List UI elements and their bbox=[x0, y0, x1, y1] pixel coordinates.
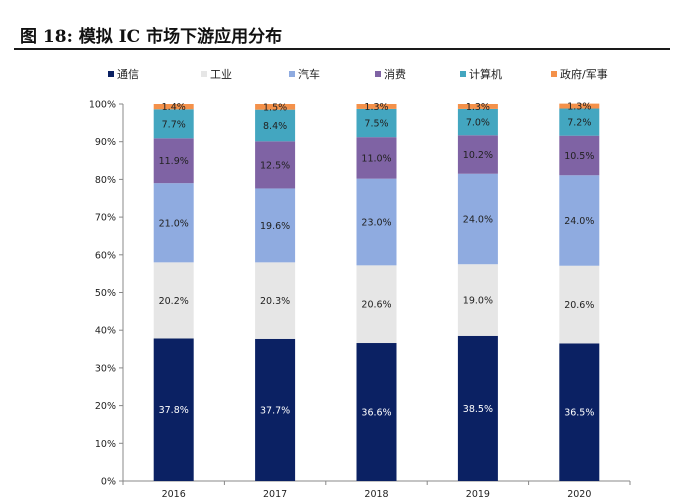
y-tick-label: 60% bbox=[95, 250, 116, 261]
bar-segment bbox=[255, 188, 296, 263]
legend-item: 计算机 bbox=[460, 66, 502, 82]
bar-segment bbox=[559, 175, 600, 266]
data-label: 36.5% bbox=[564, 408, 594, 419]
bar-segment bbox=[356, 178, 397, 266]
y-tick-label: 30% bbox=[95, 363, 116, 374]
bar-segment bbox=[153, 262, 194, 339]
figure-header: 图 18: 模拟 IC 市场下游应用分布 bbox=[14, 18, 670, 50]
bar-segment bbox=[457, 335, 498, 481]
bar-segment bbox=[559, 108, 600, 136]
y-tick-label: 10% bbox=[95, 439, 116, 450]
x-tick-label: 2018 bbox=[364, 489, 388, 500]
y-tick-label: 100% bbox=[89, 100, 116, 111]
bar-segment bbox=[559, 265, 600, 344]
data-label: 1.5% bbox=[263, 102, 287, 113]
bar-segment bbox=[559, 343, 600, 481]
data-label: 1.3% bbox=[567, 102, 591, 113]
legend-swatch bbox=[460, 71, 466, 77]
data-label: 1.4% bbox=[162, 102, 186, 113]
legend-label: 计算机 bbox=[469, 68, 502, 81]
y-tick-label: 0% bbox=[101, 477, 116, 488]
bar-segment bbox=[153, 109, 194, 139]
data-label: 20.3% bbox=[260, 296, 290, 307]
bar-segment bbox=[457, 173, 498, 265]
data-label: 21.0% bbox=[159, 218, 189, 229]
data-label: 7.0% bbox=[466, 118, 490, 129]
y-tick-label: 70% bbox=[95, 213, 116, 224]
bar-segment bbox=[255, 262, 296, 339]
bar-segment bbox=[153, 338, 194, 481]
bar-segment bbox=[356, 108, 397, 138]
x-tick-label: 2017 bbox=[263, 489, 287, 500]
bar-segment bbox=[255, 104, 296, 110]
legend-swatch bbox=[375, 71, 381, 77]
legend-item: 汽车 bbox=[289, 66, 320, 82]
bar-segment bbox=[153, 104, 194, 110]
bar-segment bbox=[255, 338, 296, 481]
bar-segment bbox=[559, 103, 600, 109]
data-label: 37.8% bbox=[159, 405, 189, 416]
x-tick-label: 2016 bbox=[162, 489, 186, 500]
data-label: 8.4% bbox=[263, 121, 287, 132]
data-label: 10.5% bbox=[564, 151, 594, 162]
data-label: 19.0% bbox=[463, 296, 493, 307]
data-label: 20.2% bbox=[159, 296, 189, 307]
bar-segment bbox=[457, 104, 498, 109]
data-label: 37.7% bbox=[260, 405, 290, 416]
data-label: 24.0% bbox=[463, 214, 493, 225]
chart-legend: 通信 工业 汽车 消费 计算机 政府/军事 bbox=[0, 66, 686, 84]
bar-segment bbox=[356, 104, 397, 109]
data-label: 10.2% bbox=[463, 150, 493, 161]
x-tick-label: 2020 bbox=[567, 489, 591, 500]
bar-segment bbox=[255, 109, 296, 142]
data-label: 1.3% bbox=[364, 102, 388, 113]
legend-item: 消费 bbox=[375, 66, 406, 82]
legend-item: 工业 bbox=[201, 66, 232, 82]
y-tick-label: 40% bbox=[95, 326, 116, 337]
legend-item: 通信 bbox=[108, 66, 139, 82]
y-tick-label: 80% bbox=[95, 175, 116, 186]
legend-item: 政府/军事 bbox=[551, 66, 608, 82]
data-label: 23.0% bbox=[361, 218, 391, 229]
legend-swatch bbox=[551, 71, 557, 77]
data-label: 36.6% bbox=[361, 408, 391, 419]
legend-label: 消费 bbox=[384, 68, 406, 81]
bar-segment bbox=[153, 138, 194, 184]
data-label: 12.5% bbox=[260, 160, 290, 171]
legend-label: 工业 bbox=[210, 68, 232, 81]
bar-segment bbox=[457, 135, 498, 174]
data-label: 1.3% bbox=[466, 102, 490, 113]
bar-segment bbox=[255, 141, 296, 189]
data-label: 11.9% bbox=[159, 156, 189, 167]
bar-segment bbox=[356, 343, 397, 481]
y-tick-label: 90% bbox=[95, 137, 116, 148]
bar-segment bbox=[356, 137, 397, 179]
bar-segment bbox=[356, 265, 397, 344]
y-tick-label: 20% bbox=[95, 401, 116, 412]
legend-label: 政府/军事 bbox=[560, 68, 608, 81]
legend-label: 通信 bbox=[117, 68, 139, 81]
bar-segment bbox=[153, 183, 194, 263]
bar-segment bbox=[559, 135, 600, 176]
y-tick-label: 50% bbox=[95, 288, 116, 299]
data-label: 11.0% bbox=[361, 153, 391, 164]
data-label: 19.6% bbox=[260, 221, 290, 232]
bar-segment bbox=[457, 108, 498, 136]
data-label: 7.5% bbox=[364, 119, 388, 130]
figure-title: 图 18: 模拟 IC 市场下游应用分布 bbox=[20, 27, 283, 47]
data-label: 7.2% bbox=[567, 118, 591, 129]
x-tick-label: 2019 bbox=[466, 489, 490, 500]
legend-label: 汽车 bbox=[298, 68, 320, 81]
data-label: 20.6% bbox=[564, 300, 594, 311]
data-label: 38.5% bbox=[463, 404, 493, 415]
data-label: 7.7% bbox=[162, 119, 186, 130]
bar-segment bbox=[457, 264, 498, 336]
legend-swatch bbox=[289, 71, 295, 77]
legend-swatch bbox=[201, 71, 207, 77]
data-label: 20.6% bbox=[361, 300, 391, 311]
data-label: 24.0% bbox=[564, 216, 594, 227]
legend-swatch bbox=[108, 71, 114, 77]
